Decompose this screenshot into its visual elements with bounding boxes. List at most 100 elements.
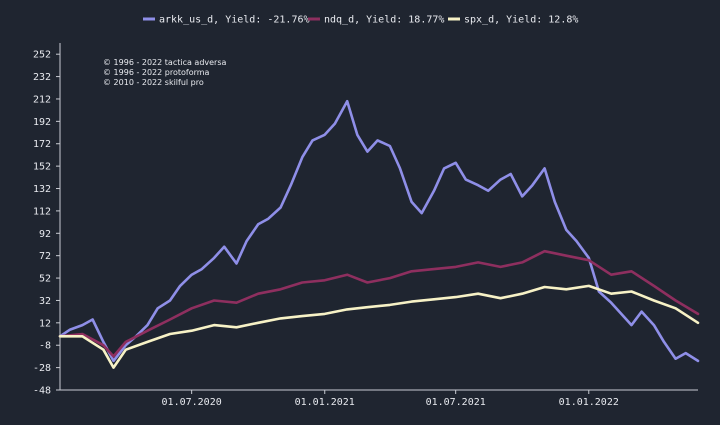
series-1-point [565,229,568,231]
series-1-point [653,324,655,326]
series-1-point [301,156,304,158]
series-1-point [410,201,413,203]
series-1-point [257,223,260,226]
series-1-point [346,100,349,102]
series-1-point [588,257,590,259]
series-1-point [521,195,523,198]
series-3-point [190,329,193,332]
series-2-point [454,266,457,268]
series-1-point [684,352,687,354]
series-3-point [499,297,502,300]
series-1-point [454,162,457,164]
series-3-point [146,341,149,343]
series-1-point [389,145,391,147]
series-1-point [543,167,546,170]
legend-label: spx_d, Yield: 12.8% [464,15,578,26]
series-2-point [125,341,127,343]
series-1-point [620,313,623,315]
y-tick-label: 112 [33,206,51,217]
series-2-point [235,301,238,304]
series-1-point [190,273,193,276]
series-1-point [279,206,282,209]
series-1-point [146,324,149,326]
legend: arkk_us_d, Yield: -21.76% ndq_d, Yield: 1… [143,15,578,26]
y-tick-label: 92 [39,229,51,240]
series-3-point [674,307,677,310]
series-1-point [630,324,633,326]
series-2-point [543,250,546,252]
series-3-point [588,285,590,287]
series-2-point [81,333,84,335]
y-tick-label: -8 [39,341,51,352]
series-3-point [543,286,546,288]
x-tick-label: 01.07.2021 [426,397,486,408]
series-3-point [59,335,61,338]
x-tick-label: 01.01.2022 [559,397,619,408]
series-1-point [487,190,490,192]
series-1-point [311,139,314,142]
series-3-point [213,324,215,326]
series-2-point [323,279,326,282]
y-tick-label: 172 [33,139,51,150]
series-1-point [420,212,423,214]
series-2-point [565,254,568,257]
series-lines [58,99,700,369]
series-1-point [81,324,84,326]
series-line-1 [58,99,700,363]
series-1-point [323,134,326,136]
series-2-point [169,318,171,321]
series-3-point [366,306,369,309]
series-1-point [697,360,699,362]
series-1-point [223,245,225,248]
series-1-point [91,318,94,321]
series-1-point [125,344,127,347]
copyright-line: © 2010 - 2022 skilful pro [103,78,204,87]
series-1-point [290,184,292,186]
series-2-point [301,281,304,284]
series-1-point [499,178,502,181]
series-2-point [521,261,523,264]
series-1-point [102,341,105,343]
series-2-point [146,329,149,332]
series-2-point [674,299,677,302]
series-1-point [465,178,467,181]
series-1-point [554,201,556,203]
series-1-point [640,310,643,313]
x-tick-label: 01.07.2020 [162,397,222,408]
series-3-point [454,296,457,298]
y-tick-label: 232 [33,72,51,83]
series-1-point [245,240,248,242]
series-1-point [179,285,181,287]
series-3-point [410,300,413,303]
series-3-point [630,290,633,293]
series-1-point [235,262,238,265]
series-2-point [112,355,115,358]
series-2-point [190,307,193,310]
series-2-point [630,270,633,273]
series-3-point [279,317,282,320]
series-2-point [389,277,391,279]
series-1-point [575,240,578,242]
series-2-point [697,313,699,315]
series-1-point [356,134,359,136]
x-tick-label: 01.01.2021 [295,397,355,408]
series-1-point [69,328,71,331]
series-1-point [509,173,512,175]
legend-label: arkk_us_d, Yield: -21.76% [159,15,310,26]
series-2-point [433,268,435,270]
series-1-point [663,341,665,343]
legend-label: ndq_d, Yield: 18.77% [324,15,444,26]
series-2-point [653,285,655,287]
series-line-2 [58,249,700,358]
series-2-point [366,281,369,284]
series-1-point [213,257,215,259]
series-1-point [366,150,369,153]
series-3-point [257,322,260,324]
series-1-point [598,290,600,293]
series-3-point [697,322,699,324]
series-3-point [112,366,115,369]
series-2-point [213,299,215,302]
copyright-block: © 1996 - 2022 tactica adversa © 1996 - 2… [103,58,227,87]
